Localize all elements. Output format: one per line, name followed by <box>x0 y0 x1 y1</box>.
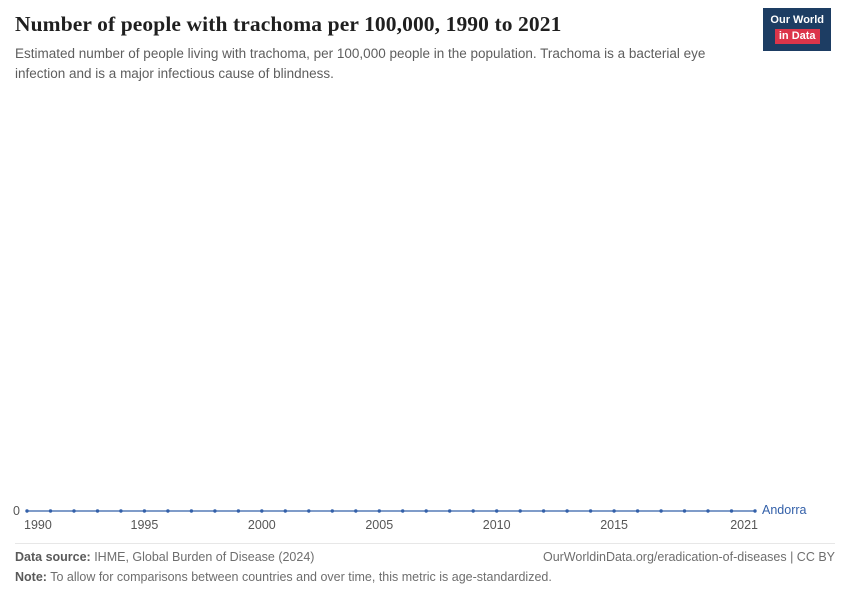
data-point <box>729 509 734 513</box>
chart-header: Number of people with trachoma per 100,0… <box>15 12 835 85</box>
data-point <box>48 509 53 513</box>
data-point <box>213 509 217 513</box>
data-point <box>236 509 241 513</box>
data-point <box>448 509 452 513</box>
data-point <box>166 509 170 513</box>
data-point <box>612 509 616 513</box>
footer-license-link[interactable]: OurWorldinData.org/eradication-of-diseas… <box>542 550 835 564</box>
data-point <box>307 509 311 513</box>
x-axis-tick-label: 2000 <box>248 518 276 532</box>
data-point <box>659 509 663 513</box>
data-point <box>495 509 499 513</box>
x-axis-tick-label: 1995 <box>131 518 159 532</box>
data-point <box>401 509 405 513</box>
data-source-label: Data source: <box>15 550 91 564</box>
line-chart: 0 1990 1995 2000 2005 2010 2015 2021 <box>8 100 778 535</box>
y-axis-tick-label: 0 <box>13 504 20 518</box>
data-point <box>471 509 475 513</box>
footer-source-row: Data source: IHME, Global Burden of Dise… <box>15 550 835 564</box>
data-point <box>330 509 334 513</box>
owid-logo-line1: Our World <box>770 14 824 26</box>
x-axis-tick-label: 2015 <box>600 518 628 532</box>
x-axis-tick-label: 2005 <box>365 518 393 532</box>
footer-note: Note: To allow for comparisons between c… <box>15 570 552 584</box>
data-point <box>518 509 522 513</box>
x-axis-tick-label: 1990 <box>24 518 52 532</box>
data-point <box>260 509 264 513</box>
data-point <box>753 509 757 513</box>
chart-footer: Data source: IHME, Global Burden of Dise… <box>15 543 835 590</box>
data-point <box>119 509 123 513</box>
chart-canvas: 0 1990 1995 2000 2005 2010 2015 2021 <box>13 504 758 532</box>
owid-logo-line2: in Data <box>770 27 824 45</box>
data-point <box>95 509 100 513</box>
page-title: Number of people with trachoma per 100,0… <box>15 12 562 36</box>
data-point <box>541 509 546 513</box>
data-source-value: IHME, Global Burden of Disease (2024) <box>90 550 315 564</box>
footer-note-row: Note: To allow for comparisons between c… <box>15 570 835 584</box>
data-point <box>706 509 710 513</box>
data-point <box>565 509 569 513</box>
series-label-andorra[interactable]: Andorra <box>762 503 807 517</box>
note-label: Note: <box>15 570 47 584</box>
data-point <box>424 509 428 513</box>
chart-subtitle: Estimated number of people living with t… <box>15 46 706 82</box>
data-point <box>189 509 194 513</box>
data-point <box>635 509 640 513</box>
x-axis-tick-label: 2010 <box>483 518 511 532</box>
data-source: Data source: IHME, Global Burden of Dise… <box>15 550 314 564</box>
data-point <box>142 509 147 513</box>
data-point <box>682 509 687 513</box>
data-point <box>72 509 76 513</box>
data-point <box>354 509 358 513</box>
x-axis-tick-label: 2021 <box>730 518 758 532</box>
data-point <box>377 509 381 513</box>
data-point <box>25 509 29 513</box>
data-point <box>283 509 287 513</box>
note-value: To allow for comparisons between countri… <box>46 570 552 584</box>
data-point <box>588 509 593 513</box>
owid-logo[interactable]: Our World in Data <box>763 8 831 52</box>
